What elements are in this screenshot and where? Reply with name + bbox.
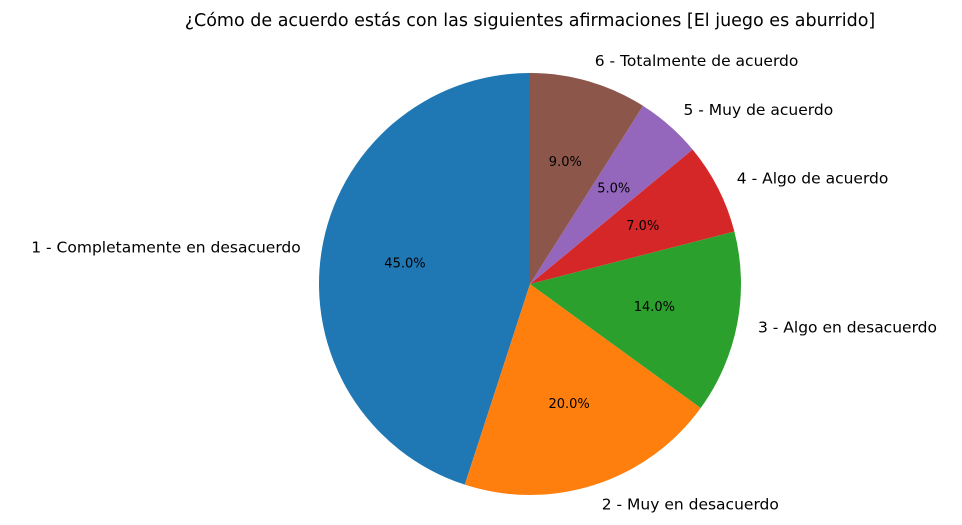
percent-label-6: 9.0% (549, 155, 582, 170)
percent-label-1: 45.0% (384, 257, 425, 272)
category-labels: 1 - Completamente en desacuerdo 2 - Muy e… (31, 52, 937, 514)
pie-slice-2 (464, 284, 701, 495)
pie-slice-3 (530, 231, 741, 409)
percent-label-4: 7.0% (626, 219, 659, 234)
chart-title: ¿Cómo de acuerdo estás con las siguiente… (185, 11, 876, 31)
category-label-6: 6 - Totalmente de acuerdo (595, 52, 799, 70)
category-label-3: 3 - Algo en desacuerdo (758, 318, 937, 336)
percent-label-2: 20.0% (548, 397, 589, 412)
percent-label-5: 5.0% (597, 182, 630, 197)
percent-labels: 45.0% 20.0% 14.0% 7.0% 5.0% 9.0% (384, 155, 675, 412)
category-label-5: 5 - Muy de acuerdo (683, 101, 833, 119)
category-label-1: 1 - Completamente en desacuerdo (31, 239, 301, 257)
pie-slice-4 (530, 149, 735, 284)
category-label-2: 2 - Muy en desacuerdo (602, 496, 779, 514)
category-label-4: 4 - Algo de acuerdo (737, 170, 889, 188)
pie-slice-1 (319, 73, 530, 485)
percent-label-3: 14.0% (634, 300, 675, 315)
pie-slice-5 (530, 105, 693, 285)
pie-slice-6 (530, 73, 644, 284)
pie-slices (319, 73, 741, 495)
